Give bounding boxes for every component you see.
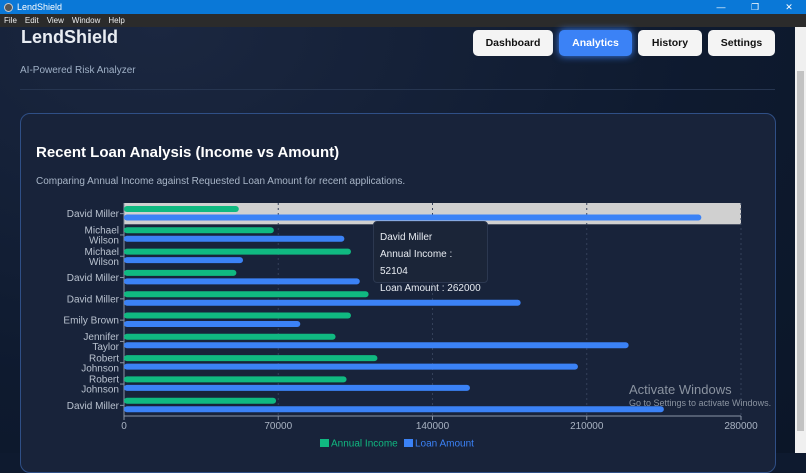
loan-amount-bar bbox=[124, 214, 702, 221]
brand-title: LendShield bbox=[21, 27, 119, 47]
legend-swatch bbox=[320, 439, 329, 447]
y-tick-label: Michael Wilson bbox=[85, 225, 119, 246]
activate-windows-watermark: Activate Windows Go to Settings to activ… bbox=[629, 382, 772, 408]
y-tick-label: Robert Johnson bbox=[81, 375, 119, 396]
y-tick-label: David Miller bbox=[67, 294, 120, 305]
loan-amount-bar bbox=[124, 235, 345, 242]
x-tick-label: 210000 bbox=[570, 421, 604, 432]
loan-amount-bar bbox=[124, 342, 629, 349]
x-tick-label: 70000 bbox=[264, 421, 292, 432]
divider bbox=[20, 89, 775, 90]
menu-edit[interactable]: Edit bbox=[24, 16, 39, 25]
loan-amount-bar bbox=[124, 384, 470, 391]
watermark-text: Go to Settings to activate Windows. bbox=[629, 397, 772, 408]
menu-bar: File Edit View Window Help bbox=[0, 14, 806, 27]
menu-view[interactable]: View bbox=[46, 16, 64, 25]
tooltip-income: Annual Income : 52104 bbox=[380, 249, 453, 277]
loan-amount-bar bbox=[124, 321, 301, 327]
nav-dashboard[interactable]: Dashboard bbox=[473, 30, 553, 56]
watermark-title: Activate Windows bbox=[629, 382, 732, 397]
annual-income-bar bbox=[124, 355, 378, 362]
scrollbar-thumb[interactable] bbox=[797, 71, 804, 431]
nav-settings[interactable]: Settings bbox=[708, 30, 775, 56]
y-tick-label: David Miller bbox=[67, 273, 120, 284]
chart-subtitle: Comparing Annual Income against Requeste… bbox=[36, 176, 406, 187]
x-tick-label: 280000 bbox=[724, 421, 758, 432]
title-bar: LendShield — ❐ ✕ bbox=[0, 0, 806, 14]
annual-income-bar bbox=[124, 227, 274, 234]
annual-income-bar bbox=[124, 206, 239, 212]
y-tick-label: Jennifer Taylor bbox=[83, 332, 119, 353]
scrollbar[interactable] bbox=[795, 27, 806, 453]
y-tick-label: David Miller bbox=[67, 401, 120, 412]
menu-window[interactable]: Window bbox=[71, 16, 101, 25]
app-logo-icon bbox=[4, 2, 13, 12]
minimize-button[interactable]: — bbox=[716, 2, 726, 12]
y-tick-label: Robert Johnson bbox=[81, 353, 119, 374]
menu-file[interactable]: File bbox=[4, 16, 17, 25]
tooltip-name: David Miller bbox=[380, 232, 433, 243]
chart-title: Recent Loan Analysis (Income vs Amount) bbox=[36, 144, 340, 161]
y-tick-label: Michael Wilson bbox=[85, 247, 119, 268]
tagline: AI-Powered Risk Analyzer bbox=[20, 65, 136, 76]
annual-income-bar bbox=[124, 397, 277, 404]
close-button[interactable]: ✕ bbox=[785, 2, 793, 12]
annual-income-bar bbox=[124, 312, 351, 319]
menu-help[interactable]: Help bbox=[108, 16, 125, 25]
maximize-button[interactable]: ❐ bbox=[750, 2, 760, 12]
chart-tooltip: David Miller Annual Income : 52104 Loan … bbox=[373, 221, 488, 294]
bar-chart: 0 70000 140000 210000 280000 David Miller Mich… bbox=[63, 203, 758, 450]
loan-amount-bar bbox=[124, 363, 578, 370]
nav-history[interactable]: History bbox=[638, 30, 702, 56]
window-title: LendShield bbox=[17, 2, 63, 12]
loan-amount-bar bbox=[124, 257, 243, 264]
loan-amount-bar bbox=[124, 299, 521, 306]
x-tick-label: 0 bbox=[121, 421, 127, 432]
x-tick-label: 140000 bbox=[416, 421, 450, 432]
annual-income-bar bbox=[124, 248, 351, 255]
y-tick-label: Emily Brown bbox=[63, 316, 119, 327]
loan-amount-bar bbox=[124, 406, 664, 413]
tooltip-loan: Loan Amount : 262000 bbox=[380, 283, 481, 294]
nav-analytics[interactable]: Analytics bbox=[559, 30, 632, 56]
loan-amount-bar bbox=[124, 278, 360, 285]
legend-swatch bbox=[404, 439, 413, 447]
annual-income-bar bbox=[124, 376, 347, 383]
legend-label: Loan Amount bbox=[415, 439, 474, 450]
annual-income-bar bbox=[124, 291, 369, 298]
annual-income-bar bbox=[124, 333, 336, 340]
legend-label: Annual Income bbox=[331, 439, 398, 450]
annual-income-bar bbox=[124, 269, 237, 276]
y-tick-label: David Miller bbox=[67, 209, 120, 220]
